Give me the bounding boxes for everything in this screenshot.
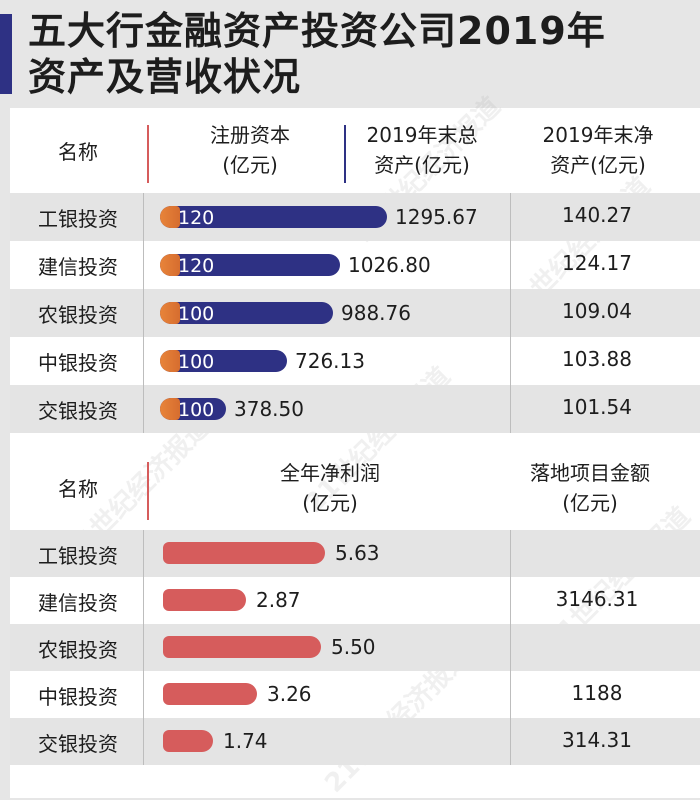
t1-assets-label: 726.13 bbox=[295, 349, 365, 373]
t2-row-name: 交银投资 bbox=[38, 732, 118, 756]
t2-row-name: 农银投资 bbox=[38, 638, 118, 662]
t2-profit-label: 5.50 bbox=[331, 635, 376, 659]
t1-capital-label: 100 bbox=[178, 303, 215, 325]
t1-capital-tip bbox=[160, 398, 180, 420]
t2-row-name: 中银投资 bbox=[38, 685, 118, 709]
t1-header-net: 2019年末净 资产(亿元) bbox=[508, 120, 688, 180]
t1-row bbox=[10, 385, 700, 433]
t1-capital-label: 120 bbox=[178, 207, 215, 229]
t1-assets-bar bbox=[160, 206, 387, 228]
t1-assets-bar bbox=[160, 254, 340, 276]
t1-header-sep-1 bbox=[147, 125, 149, 183]
t1-header-sep-2 bbox=[344, 125, 346, 183]
t1-header-capital: 注册资本 (亿元) bbox=[170, 120, 330, 180]
t2-profit-label: 3.26 bbox=[267, 682, 312, 706]
t1-assets-label: 1026.80 bbox=[348, 253, 431, 277]
title-accent-bar bbox=[0, 14, 12, 94]
t1-assets-label: 988.76 bbox=[341, 301, 411, 325]
t2-divider-right bbox=[510, 530, 511, 765]
t1-net-assets: 124.17 bbox=[562, 251, 632, 275]
t1-header-capital-line2: (亿元) bbox=[222, 153, 278, 177]
t2-divider-left bbox=[143, 530, 144, 765]
t1-assets-label: 1295.67 bbox=[395, 205, 478, 229]
t2-profit-bar bbox=[163, 636, 321, 658]
t1-row-name: 工银投资 bbox=[38, 207, 118, 231]
t2-profit-bar bbox=[163, 542, 325, 564]
t1-capital-tip bbox=[160, 206, 180, 228]
t1-row bbox=[10, 289, 700, 337]
t2-header-sep bbox=[147, 462, 149, 520]
t1-header-assets-line2: 资产(亿元) bbox=[374, 153, 470, 177]
t1-row-name: 农银投资 bbox=[38, 303, 118, 327]
t2-profit-label: 2.87 bbox=[256, 588, 301, 612]
t1-net-assets: 109.04 bbox=[562, 299, 632, 323]
t1-assets-label: 378.50 bbox=[234, 397, 304, 421]
t1-divider-left bbox=[143, 193, 144, 433]
t1-assets-bar bbox=[160, 302, 333, 324]
t1-divider-right bbox=[510, 193, 511, 433]
t2-project-amount: 1188 bbox=[571, 681, 623, 705]
t1-capital-tip bbox=[160, 254, 180, 276]
t2-row bbox=[10, 530, 700, 577]
t1-net-assets: 140.27 bbox=[562, 203, 632, 227]
t2-row bbox=[10, 624, 700, 671]
t2-header-name: 名称 bbox=[58, 477, 98, 501]
t2-project-amount: 314.31 bbox=[562, 728, 632, 752]
t1-row-name: 中银投资 bbox=[38, 351, 118, 375]
t1-net-assets: 103.88 bbox=[562, 347, 632, 371]
t2-header-profit-line2: (亿元) bbox=[302, 491, 358, 515]
t2-profit-bar bbox=[163, 683, 257, 705]
t2-header-project: 落地项目金额 (亿元) bbox=[495, 458, 685, 518]
t1-assets-bar bbox=[160, 350, 287, 372]
t1-capital-label: 100 bbox=[178, 399, 215, 421]
t1-capital-label: 100 bbox=[178, 351, 215, 373]
t2-row-name: 工银投资 bbox=[38, 544, 118, 568]
t2-profit-label: 1.74 bbox=[223, 729, 268, 753]
t2-row-name: 建信投资 bbox=[38, 591, 118, 615]
title-line-1: 五大行金融资产投资公司2019年 bbox=[28, 9, 606, 53]
t1-header-net-line1: 2019年末净 bbox=[542, 123, 654, 147]
t2-profit-bar bbox=[163, 730, 213, 752]
t1-capital-tip bbox=[160, 302, 180, 324]
t2-header-project-line2: (亿元) bbox=[562, 491, 618, 515]
t1-capital-tip bbox=[160, 350, 180, 372]
t1-net-assets: 101.54 bbox=[562, 395, 632, 419]
t2-header-project-line1: 落地项目金额 bbox=[530, 461, 650, 485]
t2-row bbox=[10, 718, 700, 765]
t1-capital-label: 120 bbox=[178, 255, 215, 277]
t1-header-net-line2: 资产(亿元) bbox=[550, 153, 646, 177]
page-title: 五大行金融资产投资公司2019年 资产及营收状况 bbox=[28, 8, 606, 100]
t1-row-name: 交银投资 bbox=[38, 399, 118, 423]
t2-profit-label: 5.63 bbox=[335, 541, 380, 565]
t1-header-capital-line1: 注册资本 bbox=[210, 123, 290, 147]
title-line-2: 资产及营收状况 bbox=[28, 55, 302, 99]
t2-header-profit-line1: 全年净利润 bbox=[280, 461, 380, 485]
t2-project-amount: 3146.31 bbox=[555, 587, 639, 611]
t1-header-name: 名称 bbox=[58, 140, 98, 164]
t1-header-assets: 2019年末总 资产(亿元) bbox=[352, 120, 492, 180]
t1-header-assets-line1: 2019年末总 bbox=[366, 123, 478, 147]
t2-header-profit: 全年净利润 (亿元) bbox=[230, 458, 430, 518]
t1-row-name: 建信投资 bbox=[38, 255, 118, 279]
t2-profit-bar bbox=[163, 589, 246, 611]
